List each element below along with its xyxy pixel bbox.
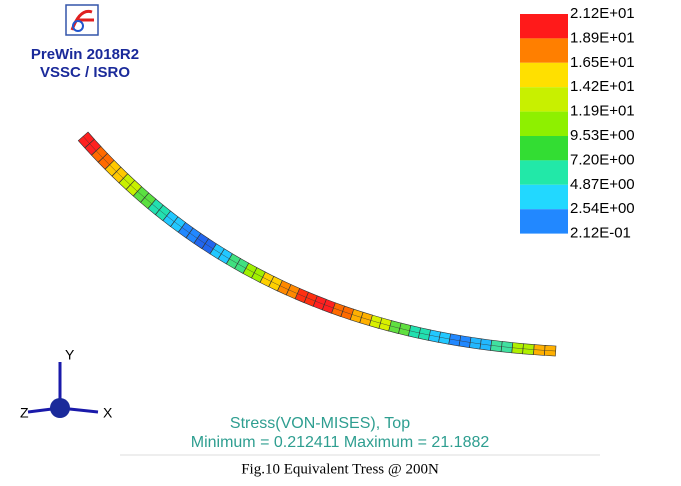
triad-origin — [50, 398, 70, 418]
legend-band — [520, 112, 568, 136]
legend-band — [520, 14, 568, 38]
legend-band — [520, 185, 568, 209]
screenshot: PreWin 2018R2 VSSC / ISRO 2.12E+01 1.89E+… — [0, 0, 681, 486]
result-title: Stress(VON-MISES), Top — [230, 415, 410, 432]
triad-y-label: Y — [65, 347, 75, 363]
legend-label: 1.19E+01 — [570, 103, 635, 120]
legend-band — [520, 160, 568, 184]
legend-band — [520, 63, 568, 87]
legend: 2.12E+01 1.89E+01 1.65E+01 1.42E+01 1.19E+01… — [520, 5, 635, 242]
legend-label: 1.42E+01 — [570, 78, 635, 95]
triad-z-label: Z — [20, 405, 29, 421]
logo-title: PreWin 2018R2 — [31, 46, 139, 63]
legend-label: 4.87E+00 — [570, 176, 635, 193]
legend-label: 2.12E-01 — [570, 225, 631, 242]
triad: Y X Z — [20, 347, 113, 421]
legend-label: 1.89E+01 — [570, 29, 635, 46]
legend-band — [520, 209, 568, 233]
legend-label: 1.65E+01 — [570, 54, 635, 71]
legend-band — [520, 38, 568, 62]
legend-label: 7.20E+00 — [570, 151, 635, 168]
caption: Fig.10 Equivalent Tress @ 200N — [241, 461, 439, 477]
logo-org: VSSC / ISRO — [40, 64, 130, 81]
result-range: Minimum = 0.212411 Maximum = 21.1882 — [191, 434, 490, 451]
beam — [78, 132, 556, 356]
legend-band — [520, 87, 568, 111]
legend-label: 2.54E+00 — [570, 200, 635, 217]
legend-label: 2.12E+01 — [570, 5, 635, 22]
legend-label: 9.53E+00 — [570, 127, 635, 144]
logo: PreWin 2018R2 VSSC / ISRO — [31, 5, 139, 81]
legend-band — [520, 136, 568, 160]
triad-x-label: X — [103, 405, 113, 421]
